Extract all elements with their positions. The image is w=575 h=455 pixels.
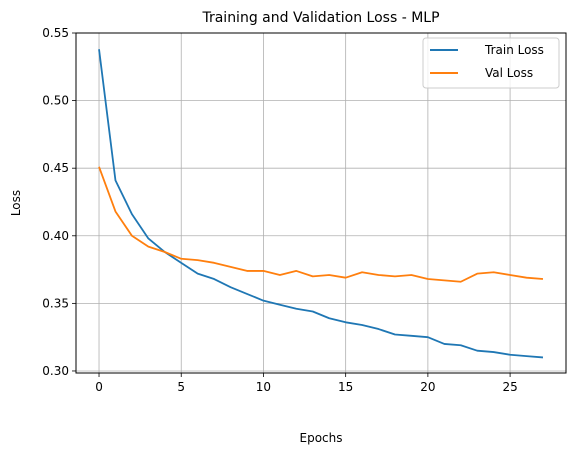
series-line-val-loss [99,167,543,282]
y-tick-label: 0.45 [42,161,69,175]
legend: Train Loss Val Loss [423,38,559,88]
x-tick-label: 20 [420,380,435,394]
x-tick-label: 10 [256,380,271,394]
x-axis-label: Epochs [300,431,343,445]
series-lines [99,49,543,357]
y-axis-label: Loss [9,190,23,216]
x-tick-label: 15 [338,380,353,394]
y-axis-ticks: 0.30 0.35 0.40 0.45 0.50 0.55 [42,26,76,378]
legend-label-val-loss: Val Loss [485,66,533,80]
x-tick-label: 0 [95,380,103,394]
y-tick-label: 0.35 [42,296,69,310]
y-tick-label: 0.50 [42,94,69,108]
y-tick-label: 0.40 [42,229,69,243]
chart-title: Training and Validation Loss - MLP [201,10,439,26]
x-tick-label: 5 [177,380,185,394]
x-axis-ticks: 0 5 10 15 20 25 [95,373,518,394]
legend-label-train-loss: Train Loss [484,43,544,57]
series-line-train-loss [99,49,543,357]
y-tick-label: 0.55 [42,26,69,40]
y-tick-label: 0.30 [42,364,69,378]
x-tick-label: 25 [502,380,517,394]
